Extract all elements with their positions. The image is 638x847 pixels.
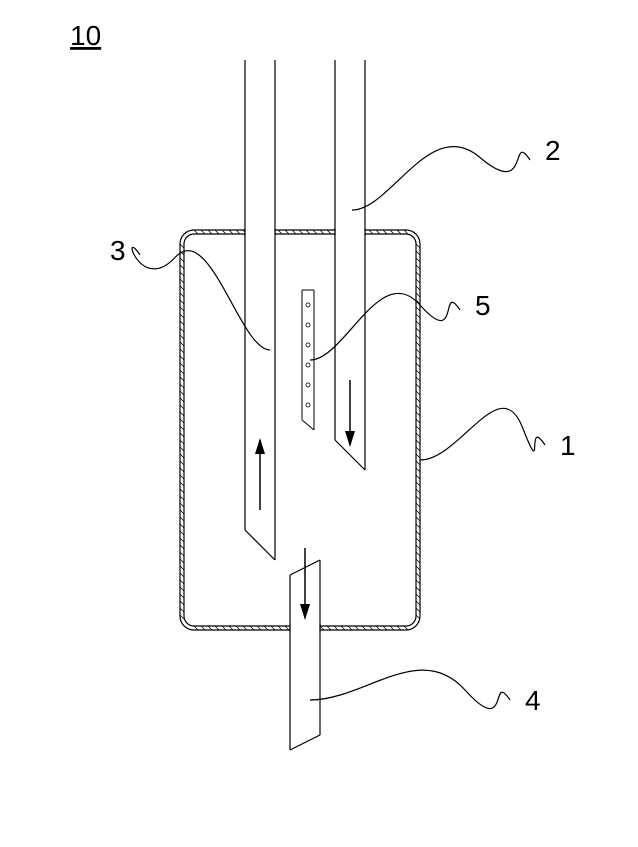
label-1: 1 xyxy=(560,430,576,461)
label-3: 3 xyxy=(110,235,126,266)
label-2: 2 xyxy=(545,135,561,166)
figure-diagram: 10 1 2 3 4 5 xyxy=(0,0,638,847)
flow-arrows xyxy=(255,380,355,620)
label-4: 4 xyxy=(525,685,541,716)
figure-number: 10 xyxy=(70,20,101,51)
label-5: 5 xyxy=(475,290,491,321)
